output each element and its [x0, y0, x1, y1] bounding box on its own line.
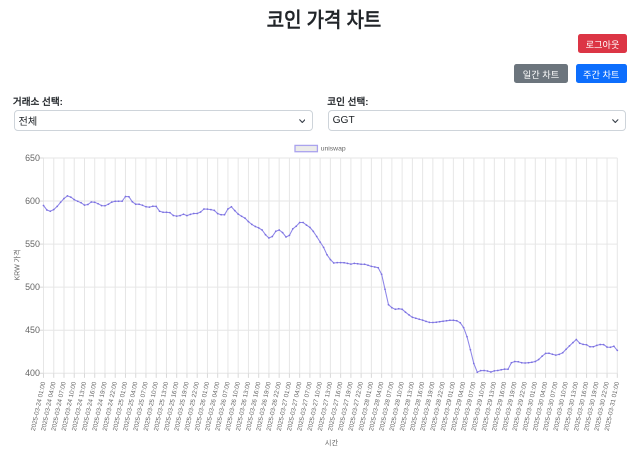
svg-text:550: 550 [25, 239, 40, 249]
svg-text:600: 600 [25, 196, 40, 206]
svg-text:500: 500 [25, 282, 40, 292]
svg-text:uniswap: uniswap [321, 145, 346, 152]
svg-text:KRW 가격: KRW 가격 [12, 249, 21, 280]
svg-text:시간: 시간 [325, 438, 339, 447]
svg-text:650: 650 [25, 153, 40, 163]
svg-text:400: 400 [25, 368, 40, 378]
svg-text:450: 450 [25, 325, 40, 335]
